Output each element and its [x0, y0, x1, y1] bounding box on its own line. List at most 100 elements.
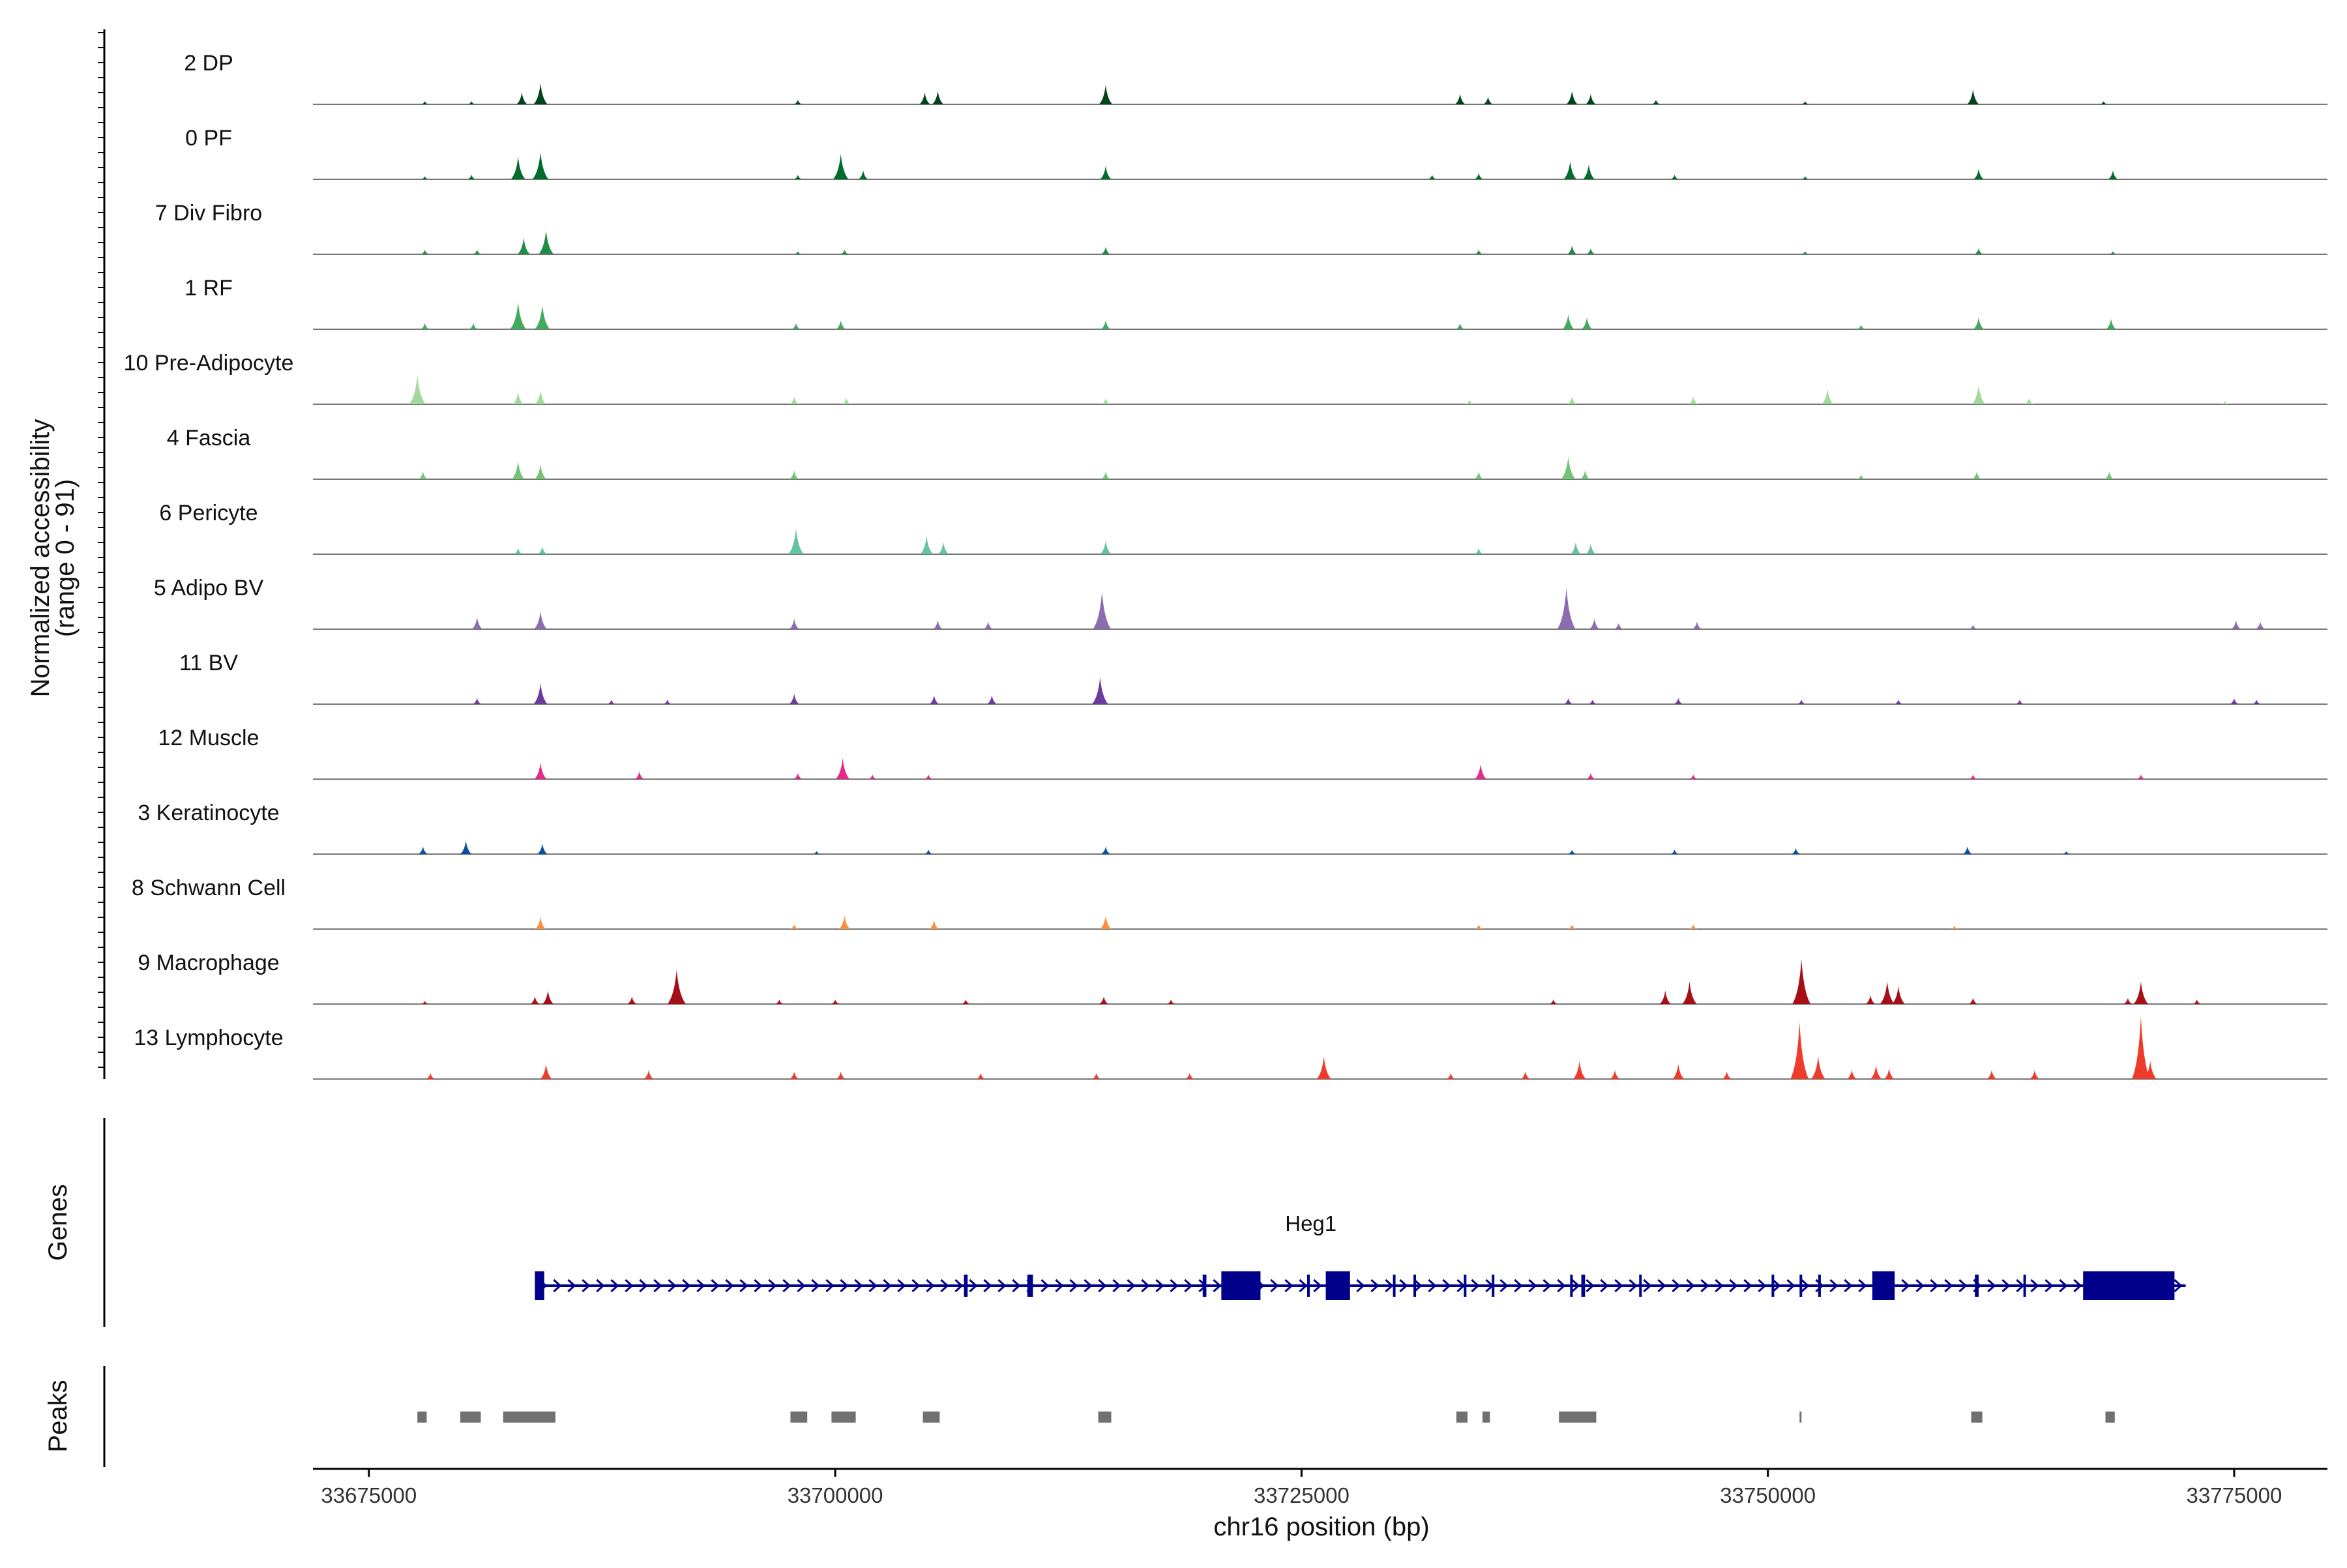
- coverage-peak: [937, 542, 949, 554]
- coverage-peak: [2131, 1016, 2150, 1079]
- coverage-peak: [793, 175, 803, 179]
- coverage-peak: [467, 175, 476, 179]
- strand-arrow: [1213, 1279, 1222, 1293]
- coverage-peak: [1670, 850, 1679, 854]
- coverage-peak: [627, 996, 637, 1004]
- strand-arrow: [1471, 1279, 1480, 1293]
- coverage-peak: [517, 237, 530, 254]
- strand-arrow: [782, 1279, 791, 1293]
- peak-region: [790, 1412, 808, 1423]
- x-axis-ticks: 33675000 33700000 33725000 33750000 33775000: [321, 1469, 2282, 1507]
- coverage-peak: [2255, 621, 2266, 629]
- strand-arrow: [1987, 1279, 1996, 1293]
- coverage-peak: [533, 683, 548, 704]
- coverage-tracks: 2 DP 0 PF 7 Div Fibro 1 RF 10 Pre-Adipocyte 4…: [124, 51, 2327, 1080]
- strand-arrow: [1729, 1279, 1738, 1293]
- strand-arrow: [940, 1279, 949, 1293]
- coverage-peak: [667, 969, 686, 1004]
- coverage-peak: [607, 700, 615, 704]
- track-label: 12 Muscle: [158, 726, 259, 750]
- gene-exon: [1975, 1275, 1979, 1297]
- strand-arrow: [954, 1279, 964, 1293]
- coverage-peak: [1894, 700, 1903, 704]
- strand-arrow: [1901, 1279, 1910, 1293]
- strand-arrow: [969, 1279, 978, 1293]
- strand-arrow: [997, 1279, 1007, 1293]
- strand-arrow: [1069, 1279, 1078, 1293]
- coverage-peak: [1797, 700, 1806, 704]
- coverage-peak: [1570, 542, 1582, 554]
- coverage-peak: [1972, 471, 1982, 479]
- coverage-peak: [1100, 915, 1112, 929]
- coverage-peak: [1100, 166, 1112, 179]
- coverage-peak: [467, 101, 475, 104]
- coverage-peak: [473, 250, 481, 254]
- coverage-peak: [1791, 848, 1801, 854]
- coverage-peak: [1562, 314, 1574, 329]
- x-tick-label: 33700000: [788, 1483, 883, 1507]
- strand-arrow: [811, 1279, 820, 1293]
- strand-arrow: [1672, 1279, 1681, 1293]
- gene-exon: [1639, 1275, 1642, 1297]
- x-tick-label: 33750000: [1720, 1483, 1816, 1507]
- coverage-peak: [530, 996, 540, 1004]
- strand-arrow: [926, 1279, 935, 1293]
- strand-arrow: [1112, 1279, 1121, 1293]
- coverage-peak: [791, 323, 801, 329]
- y-axis-title-line2: (range 0 - 91): [51, 479, 80, 637]
- coverage-peak: [1614, 623, 1623, 629]
- coverage-peak: [2106, 318, 2116, 329]
- coverage-peak: [1883, 1068, 1895, 1079]
- gene-exon: [1027, 1275, 1033, 1297]
- gene-exon: [1393, 1275, 1396, 1297]
- y-axis-ticks: [98, 32, 104, 1068]
- strand-arrow: [1700, 1279, 1709, 1293]
- coverage-peak: [1091, 677, 1108, 704]
- peak-region: [1799, 1412, 1802, 1423]
- coverage-peak: [1101, 398, 1110, 404]
- peak-region: [1098, 1412, 1112, 1423]
- coverage-peak: [1092, 1072, 1101, 1079]
- coverage-peak: [1589, 618, 1600, 629]
- coverage-peak: [920, 536, 934, 554]
- coverage-peak: [1185, 1072, 1194, 1079]
- strand-arrow: [897, 1279, 906, 1293]
- coverage-peak: [533, 83, 548, 104]
- coverage-peak: [833, 154, 849, 179]
- strand-arrow: [1815, 1279, 1824, 1293]
- coverage-peak: [1689, 925, 1698, 929]
- coverage-peak: [2231, 620, 2241, 629]
- coverage-peak: [540, 1064, 552, 1079]
- coverage-peak: [1682, 981, 1697, 1004]
- strand-arrow: [868, 1279, 878, 1293]
- coverage-peak: [924, 850, 933, 854]
- coverage-peak: [983, 621, 993, 629]
- strand-arrow: [1643, 1279, 1652, 1293]
- strand-arrow: [2001, 1279, 2011, 1293]
- coverage-peak: [1792, 959, 1811, 1004]
- track-label: 13 Lymphocyte: [134, 1026, 283, 1050]
- strand-arrow: [1370, 1279, 1380, 1293]
- coverage-peak: [535, 917, 546, 929]
- coverage-peak: [1316, 1056, 1331, 1079]
- coverage-peak: [838, 915, 851, 929]
- coverage-peak: [2192, 999, 2201, 1004]
- coverage-peak: [1610, 1070, 1620, 1079]
- coverage-peak: [1475, 250, 1483, 254]
- track-8-schwann-cell: 8 Schwann Cell: [132, 876, 2327, 930]
- strand-arrow: [2174, 1279, 2183, 1293]
- strand-arrow: [639, 1279, 648, 1293]
- strand-arrow: [1514, 1279, 1523, 1293]
- strand-arrow: [610, 1279, 619, 1293]
- gene-exon: [1325, 1271, 1350, 1300]
- strand-arrow: [1098, 1279, 1107, 1293]
- strand-arrow: [711, 1279, 720, 1293]
- coverage-peak: [1100, 320, 1111, 329]
- track-4-fascia: 4 Fascia: [167, 426, 2327, 480]
- strand-arrow: [1557, 1279, 1566, 1293]
- coverage-peak: [1567, 245, 1577, 254]
- coverage-peak: [535, 305, 550, 329]
- coverage-peak: [835, 758, 850, 779]
- strand-arrow: [983, 1279, 992, 1293]
